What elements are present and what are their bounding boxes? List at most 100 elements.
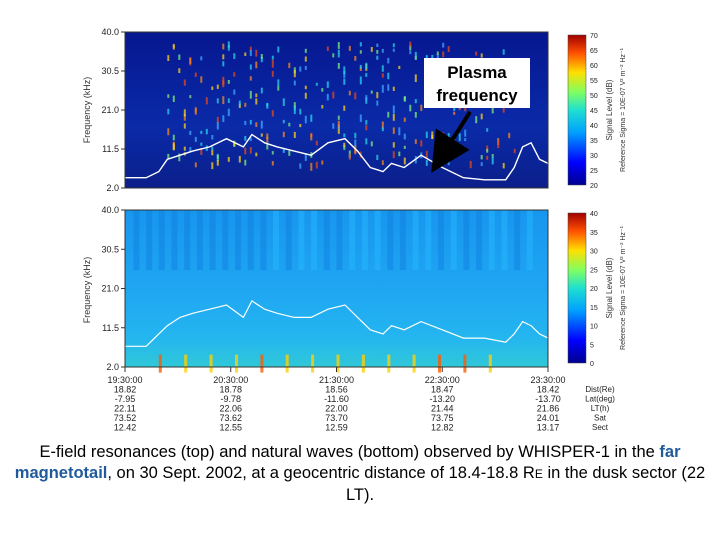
colorbar-tick-label: 25 (590, 168, 598, 175)
emission-streak (343, 105, 346, 111)
emission-streak (233, 72, 236, 77)
emission-streak (293, 70, 296, 74)
emission-streak (392, 113, 395, 121)
emission-streak (194, 107, 197, 115)
emission-streak (343, 133, 346, 138)
emission-streak (436, 144, 439, 150)
x-tick-label-x: -13.20 (429, 394, 455, 404)
emission-streak (365, 120, 368, 125)
emission-streak (244, 147, 247, 155)
wave-patch (488, 210, 495, 270)
colorbar-tick-label: 70 (590, 33, 598, 40)
emission-streak (227, 41, 230, 48)
emission-streak (458, 150, 461, 154)
emission-streak (381, 127, 384, 132)
wave-patch (514, 210, 521, 270)
emission-streak (425, 55, 428, 61)
emission-streak (464, 138, 467, 142)
emission-streak (293, 106, 296, 114)
x-tick-label-r: 18.78 (219, 385, 242, 395)
bottom-y-axis-label: Frequency (kHz) (82, 257, 92, 324)
bottom-y-axis: 40.0 30.5 21.0 11.5 2.0 (101, 205, 125, 372)
emission-streak (348, 90, 351, 96)
emission-streak (425, 150, 428, 159)
emission-streak (354, 92, 357, 100)
emission-streak (354, 56, 357, 61)
y-tick-label: 21.0 (101, 284, 119, 294)
emission-streak (260, 54, 263, 59)
caption-text-middle: , on 30 Sept. 2002, at a geocentric dist… (107, 464, 535, 482)
emission-streak (442, 157, 445, 164)
emission-streak (414, 99, 417, 104)
x-tick-label-lt: 12.82 (431, 423, 454, 433)
emission-streak (255, 152, 258, 157)
emission-streak (227, 98, 230, 103)
emission-streak (359, 66, 362, 71)
emission-streak (354, 148, 357, 155)
x-tick-label-x: -13.70 (535, 394, 561, 404)
emission-streak (249, 119, 252, 125)
emission-streak (376, 92, 379, 99)
wave-patch (260, 210, 267, 270)
x-tick-label-x: -9.78 (220, 394, 241, 404)
emission-streak (491, 154, 494, 158)
emission-streak (398, 151, 401, 157)
emission-streak (249, 147, 252, 154)
emission-streak (387, 111, 390, 118)
emission-streak (260, 87, 263, 94)
emission-streak (304, 115, 307, 124)
emission-streak (216, 116, 219, 123)
emission-streak (436, 51, 439, 55)
emission-streak (403, 96, 406, 101)
emission-streak (167, 55, 170, 61)
emission-streak (216, 159, 219, 166)
emission-streak (392, 105, 395, 114)
emission-streak (354, 132, 357, 139)
emission-streak (359, 114, 362, 122)
emission-streak (447, 161, 450, 166)
emission-streak (332, 91, 335, 99)
emission-streak (337, 120, 340, 128)
x-tick-label-r: 18.56 (325, 385, 348, 395)
x-tick-label-lat: 73.75 (431, 413, 454, 423)
wave-patch (273, 210, 279, 270)
emission-streak (387, 72, 390, 80)
wave-patch (196, 210, 203, 270)
emission-streak (244, 159, 247, 166)
emission-streak (414, 139, 417, 144)
low-frequency-burst (336, 354, 340, 373)
colorbar-tick-label: 50 (590, 93, 598, 100)
emission-streak (178, 153, 181, 162)
emission-streak (359, 42, 362, 47)
emission-streak (249, 50, 252, 57)
colorbar-tick-label: 60 (590, 63, 598, 70)
top-y-axis: 40.0 30.5 21.0 11.5 2.0 (101, 27, 125, 193)
emission-streak (271, 70, 274, 77)
emission-streak (227, 45, 230, 51)
emission-streak (244, 52, 247, 56)
emission-streak (205, 128, 208, 135)
caption-highlight: far magnetotail (14, 443, 681, 482)
top-colorbar-reference: Reference Sigma = 10E-07 V² m⁻² Hz⁻¹ (620, 47, 627, 172)
emission-streak (266, 103, 269, 109)
emission-streak (392, 43, 395, 48)
emission-streak (381, 73, 384, 78)
caption-subscript: E (534, 467, 543, 481)
x-tick-label-time: 20:30:00 (213, 375, 248, 385)
figure-caption: E-field resonances (top) and natural wav… (10, 442, 710, 506)
emission-streak (260, 133, 263, 137)
emission-streak (343, 71, 346, 79)
emission-streak (392, 142, 395, 148)
wave-patch (184, 210, 191, 270)
y-tick-label: 40.0 (101, 205, 119, 215)
emission-streak (222, 115, 225, 122)
colorbar-tick-label: 35 (590, 230, 598, 237)
emission-streak (321, 105, 324, 109)
emission-streak (403, 157, 406, 165)
spectrogram-figure: Plasma frequency 40.0 30.5 21.0 11.5 2.0 40.… (82, 27, 627, 433)
emission-streak (392, 151, 395, 159)
x-tick-label-y: 22.06 (219, 404, 242, 414)
emission-streak (189, 57, 192, 65)
x-tick-label-y: 22.00 (325, 404, 348, 414)
